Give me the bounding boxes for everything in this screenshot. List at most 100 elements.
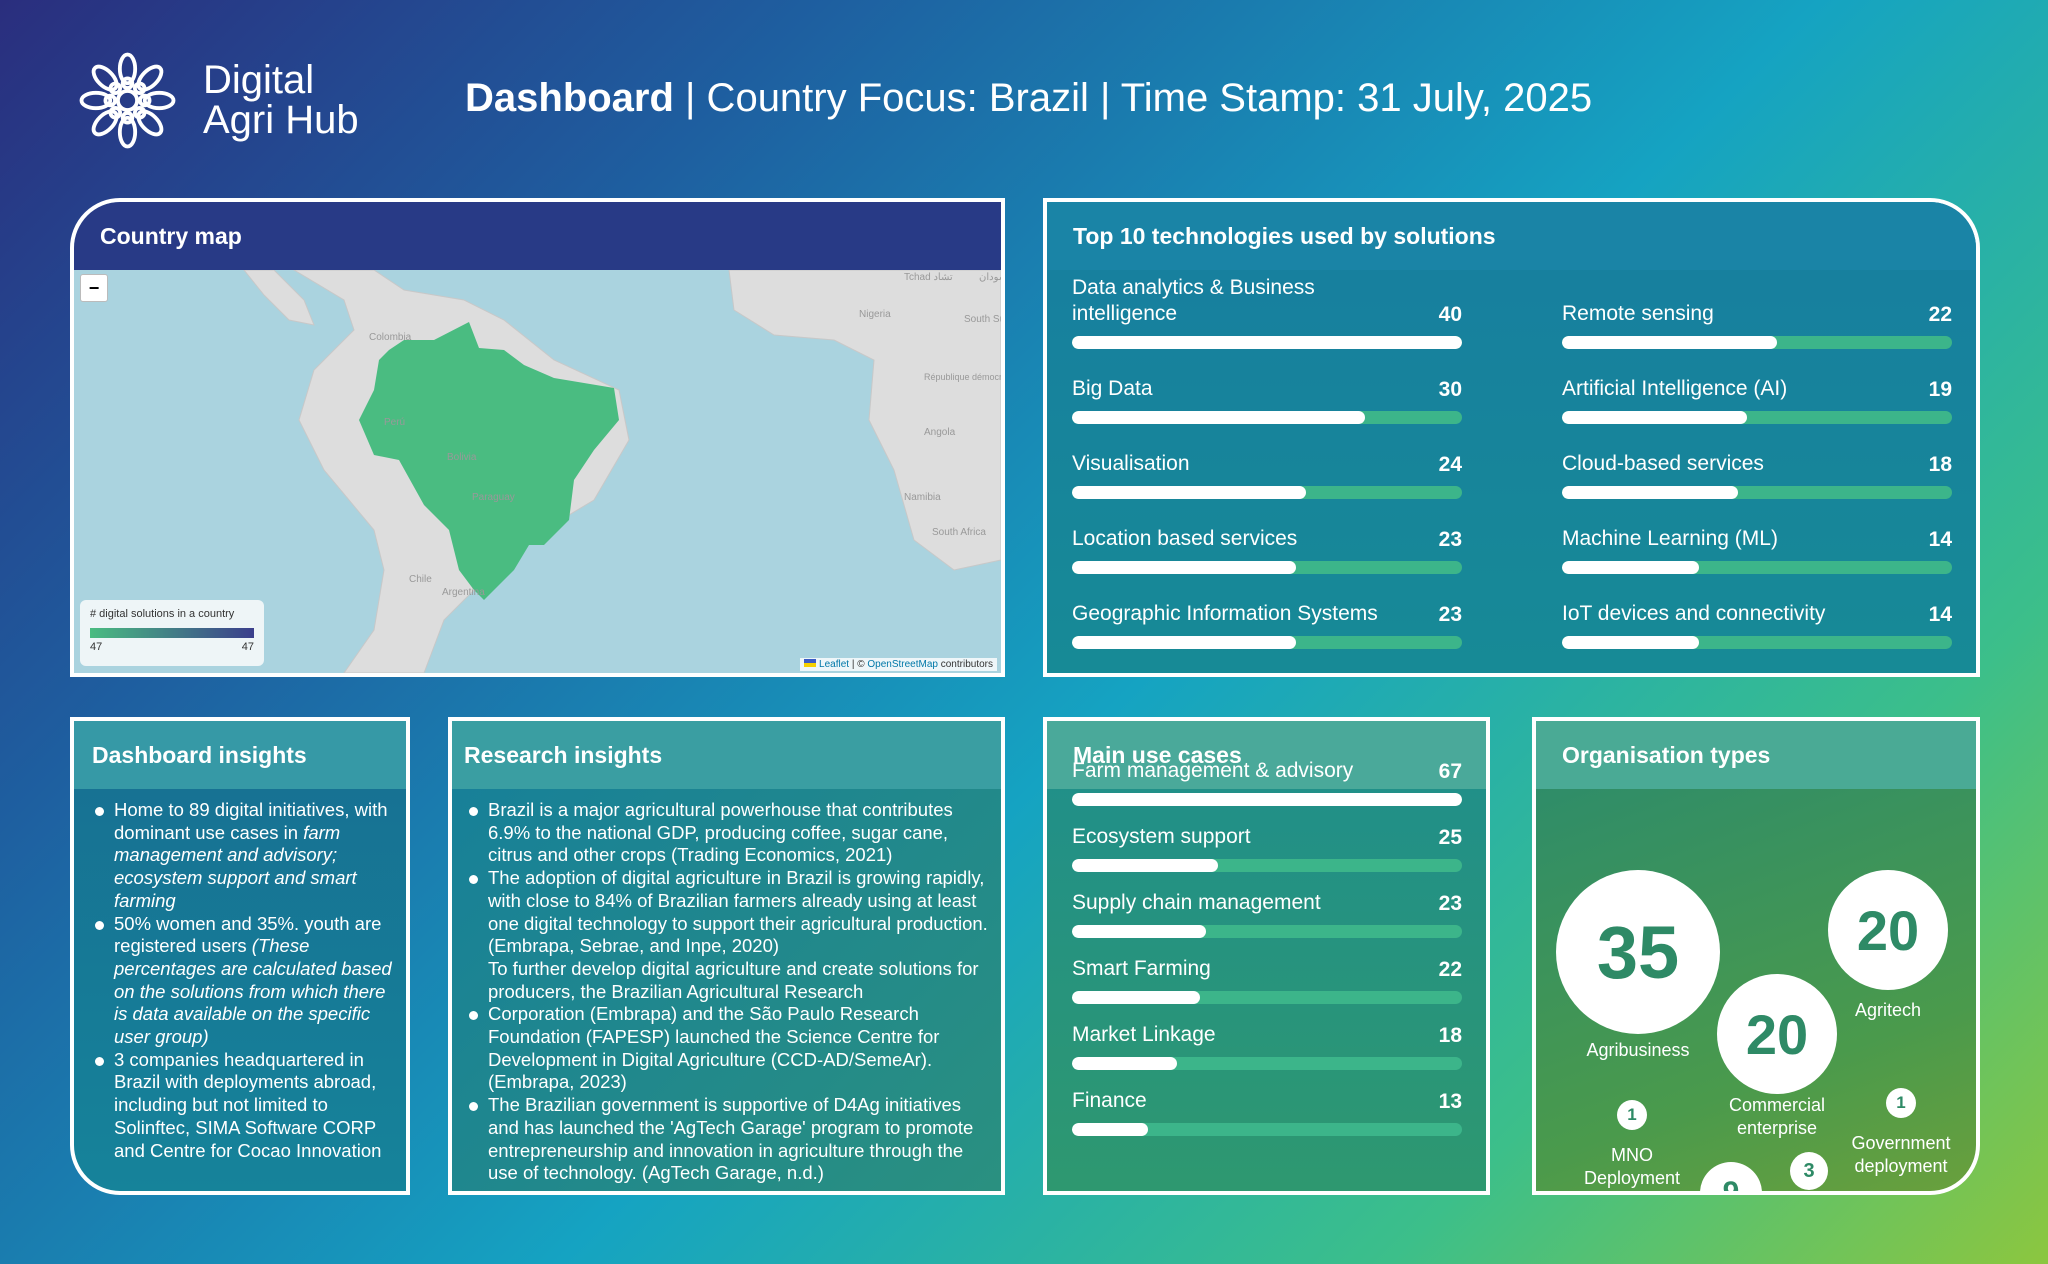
progress-bar (1562, 486, 1952, 499)
organisation-types-panel: Organisation types 35 Agribusiness 20 Agrit… (1532, 717, 1980, 1195)
logo-flower-icon (79, 52, 176, 148)
panel-title: Country map (74, 202, 1001, 270)
bar-label: Machine Learning (ML) (1562, 527, 1778, 550)
progress-bar (1562, 336, 1952, 349)
bar-label: Remote sensing (1562, 302, 1714, 325)
map-label: Perú (384, 417, 405, 428)
bar-row: Farm management & advisory 67 (1072, 736, 1462, 806)
progress-bar (1072, 561, 1462, 574)
leaflet-link[interactable]: Leaflet (819, 659, 850, 670)
progress-bar (1072, 411, 1462, 424)
progress-bar (1072, 1123, 1462, 1136)
progress-bar (1562, 411, 1952, 424)
bar-row: Machine Learning (ML) 14 (1562, 504, 1952, 574)
bar-row: Geographic Information Systems 23 (1072, 579, 1462, 649)
bar-row: Supply chain management 23 (1072, 868, 1462, 938)
bar-row: Remote sensing 22 (1562, 279, 1952, 349)
logo: Digital Agri Hub (70, 40, 380, 160)
map-label: Nigeria (859, 309, 891, 320)
org-label: MNO Deployment (1583, 1145, 1681, 1188)
bar-label: Ecosystem support (1072, 825, 1251, 848)
org-bubble: 35 (1556, 870, 1720, 1034)
insight-item: Home to 89 digital initiatives, with dom… (92, 799, 394, 913)
bar-value: 22 (1928, 303, 1952, 326)
bar-value: 22 (1438, 958, 1462, 981)
legend-max: 47 (241, 641, 254, 653)
progress-bar (1072, 1057, 1462, 1070)
legend-gradient (90, 628, 254, 638)
panel-title: Organisation types (1536, 721, 1976, 789)
bar-label: IoT devices and connectivity (1562, 602, 1826, 625)
map-label: Paraguay (472, 492, 515, 503)
progress-bar (1072, 925, 1462, 938)
org-label: Government deployment (1851, 1133, 1951, 1176)
country-map-panel: Country map Colombia Perú Bolivia Paragu… (70, 198, 1005, 677)
bar-row: Artificial Intelligence (AI) 19 (1562, 354, 1952, 424)
bar-value: 18 (1438, 1024, 1462, 1047)
bar-label: Geographic Information Systems (1072, 602, 1378, 625)
bar-row: Cloud-based services 18 (1562, 429, 1952, 499)
map-legend: # digital solutions in a country 47 47 (80, 600, 264, 666)
bar-row: Visualisation 24 (1072, 429, 1462, 499)
bar-row: Data analytics & Business intelligence 4… (1072, 276, 1462, 349)
org-bubble: 1 (1886, 1088, 1916, 1118)
bar-row: Location based services 23 (1072, 504, 1462, 574)
org-bubble: 20 (1828, 870, 1948, 990)
bar-label: Location based services (1072, 527, 1298, 550)
research-item: To further develop digital agriculture a… (488, 957, 979, 1002)
bar-value: 67 (1438, 760, 1462, 783)
panel-title: Main use cases (1047, 721, 1486, 789)
bar-label: Big Data (1072, 377, 1153, 400)
progress-bar (1072, 336, 1462, 349)
bar-label: Finance (1072, 1089, 1147, 1112)
bar-value: 23 (1438, 603, 1462, 626)
bar-row: Market Linkage 18 (1072, 1000, 1462, 1070)
page-title: Dashboard | Country Focus: Brazil | Time… (465, 76, 1593, 120)
zoom-out-button[interactable]: − (80, 274, 108, 302)
map-label: Bolivia (447, 452, 477, 463)
panel-title: Research insights (452, 721, 1001, 789)
bar-label: Artificial Intelligence (AI) (1562, 377, 1788, 400)
research-insights-panel: Research insights Brazil is a major agri… (448, 717, 1005, 1195)
map-label: Chile (409, 574, 432, 585)
logo-text: Digital Agri Hub (203, 58, 359, 142)
map-attribution: Leaflet | © OpenStreetMap contributors (800, 658, 997, 671)
map-label: South Africa (932, 527, 986, 538)
dashboard-insights-panel: Dashboard insights Home to 89 digital in… (70, 717, 410, 1195)
bar-label: Farm management & advisory (1072, 759, 1354, 782)
bar-value: 40 (1438, 303, 1462, 326)
bar-row: IoT devices and connectivity 14 (1562, 579, 1952, 649)
bar-row: Finance 13 (1072, 1066, 1462, 1136)
bar-value: 30 (1438, 378, 1462, 401)
map-label: Argentina (442, 587, 485, 598)
insight-item: 50% women and 35%. youth are registered … (92, 913, 394, 1049)
progress-bar (1072, 991, 1462, 1004)
bar-row: Smart Farming 22 (1072, 934, 1462, 1004)
progress-bar (1562, 561, 1952, 574)
attribution-text: contributors (937, 659, 993, 670)
brazil-region[interactable] (359, 322, 619, 600)
progress-bar (1072, 636, 1462, 649)
research-item: Corporation (Embrapa) and the São Paulo … (466, 1003, 991, 1094)
legend-min: 47 (90, 641, 103, 653)
progress-bar (1072, 486, 1462, 499)
research-item: Brazil is a major agricultural powerhous… (466, 799, 991, 867)
bar-label: Cloud-based services (1562, 452, 1764, 475)
map-canvas[interactable]: Colombia Perú Bolivia Paraguay Chile Arg… (74, 270, 1001, 673)
bar-value: 23 (1438, 892, 1462, 915)
main-use-cases-panel: Main use cases Farm management & advisor… (1043, 717, 1490, 1195)
osm-link[interactable]: OpenStreetMap (867, 659, 938, 670)
map-label: Tchad تشاد (904, 272, 953, 283)
research-item: The adoption of digital agriculture in B… (466, 867, 991, 958)
bar-value: 23 (1438, 528, 1462, 551)
bar-row: Ecosystem support 25 (1072, 802, 1462, 872)
progress-bar (1072, 793, 1462, 806)
map-label: République démocratique du Congo (924, 372, 1001, 382)
org-bubble: 20 (1717, 974, 1837, 1094)
bar-value: 24 (1438, 453, 1462, 476)
bar-label: Visualisation (1072, 452, 1190, 475)
org-bubble: 3 (1790, 1152, 1828, 1190)
bar-value: 25 (1438, 826, 1462, 849)
bar-row: Big Data 30 (1072, 354, 1462, 424)
bar-label: Supply chain management (1072, 891, 1321, 914)
